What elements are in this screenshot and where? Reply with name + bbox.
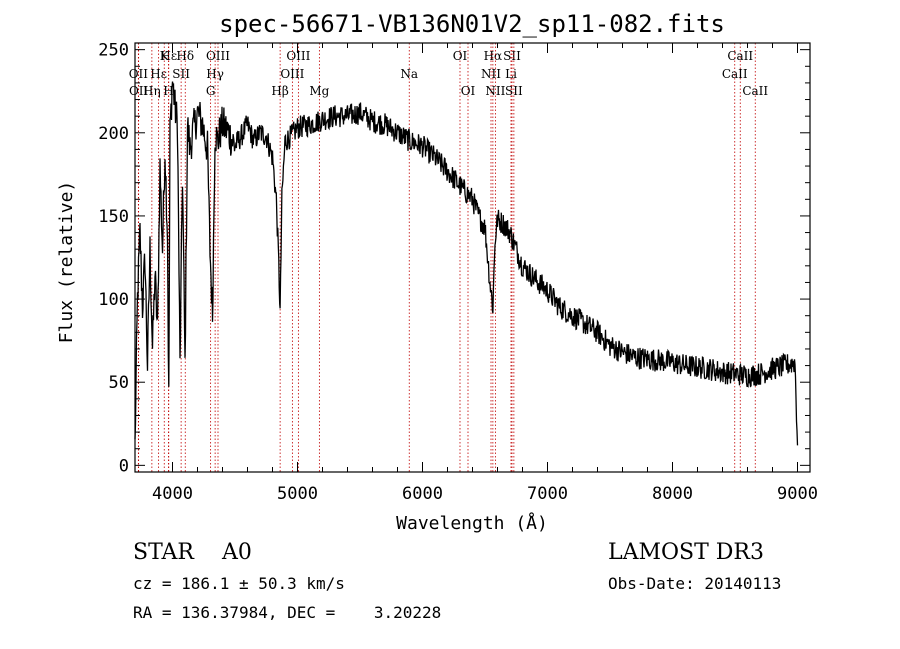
observation-date: Obs-Date: 20140113 [608, 574, 782, 593]
x-tick-label: 9000 [777, 484, 818, 504]
line-marker-label: Mg [309, 84, 329, 98]
redshift: cz = 186.1 ± 50.3 km/s [133, 574, 345, 593]
line-marker-label: OI [453, 49, 468, 63]
line-marker-label: CaII [722, 67, 748, 81]
line-marker-label: Hε [150, 67, 167, 81]
line-marker-label: Li [505, 67, 517, 81]
line-marker-label: Hα [484, 49, 503, 63]
line-marker-label: OII [129, 84, 149, 98]
spectrum-series-line [134, 81, 799, 446]
line-marker-label: CaII [727, 49, 753, 63]
y-tick-label: 150 [98, 207, 129, 227]
plot-frame [134, 42, 811, 473]
y-tick-label: 0 [119, 456, 129, 476]
line-marker-label: Hη [143, 84, 161, 98]
classification: STAR A0 [133, 540, 252, 565]
line-marker-label: NII [485, 84, 505, 98]
x-tick-label: 6000 [402, 484, 443, 504]
line-marker-label: OIII [206, 49, 230, 63]
line-marker-label: Na [400, 67, 418, 81]
line-marker-label: Hγ [206, 67, 224, 81]
x-tick-label: 5000 [277, 484, 318, 504]
y-tick-label: 100 [98, 290, 129, 310]
line-marker-label: CaII [742, 84, 768, 98]
x-axis-label: Wavelength (Å) [396, 512, 548, 534]
line-marker-label: K [160, 49, 170, 63]
y-tick-label: 250 [98, 41, 129, 61]
survey-name: LAMOST DR3 [608, 540, 764, 565]
y-axis-ticks: 0 50 100 150 200 250 [98, 41, 810, 476]
y-tick-label: 50 [109, 373, 129, 393]
line-marker-label: SII [505, 84, 523, 98]
line-marker-label: SII [172, 67, 190, 81]
chart-title: spec-56671-VB136N01V2_sp11-082.fits [219, 10, 725, 38]
x-axis-ticks: 4000 5000 6000 7000 8000 9000 [152, 43, 818, 504]
line-marker-label: G [206, 84, 216, 98]
line-marker-label: SII [503, 49, 521, 63]
line-marker-label: NII [481, 67, 501, 81]
line-marker-label: OIII [286, 49, 310, 63]
line-marker-label: Hδ [176, 49, 194, 63]
line-marker-label: Hβ [271, 84, 288, 98]
line-marker-label: OIII [280, 67, 304, 81]
y-axis-label: Flux (relative) [56, 181, 77, 344]
line-marker-label: OII [129, 67, 149, 81]
x-tick-label: 8000 [652, 484, 693, 504]
line-marker-label: OI [461, 84, 476, 98]
line-marker-label: H [163, 84, 173, 98]
coordinates: RA = 136.37984, DEC = 3.20228 [133, 603, 442, 622]
y-tick-label: 200 [98, 124, 129, 144]
x-tick-label: 4000 [152, 484, 193, 504]
x-tick-label: 7000 [527, 484, 568, 504]
